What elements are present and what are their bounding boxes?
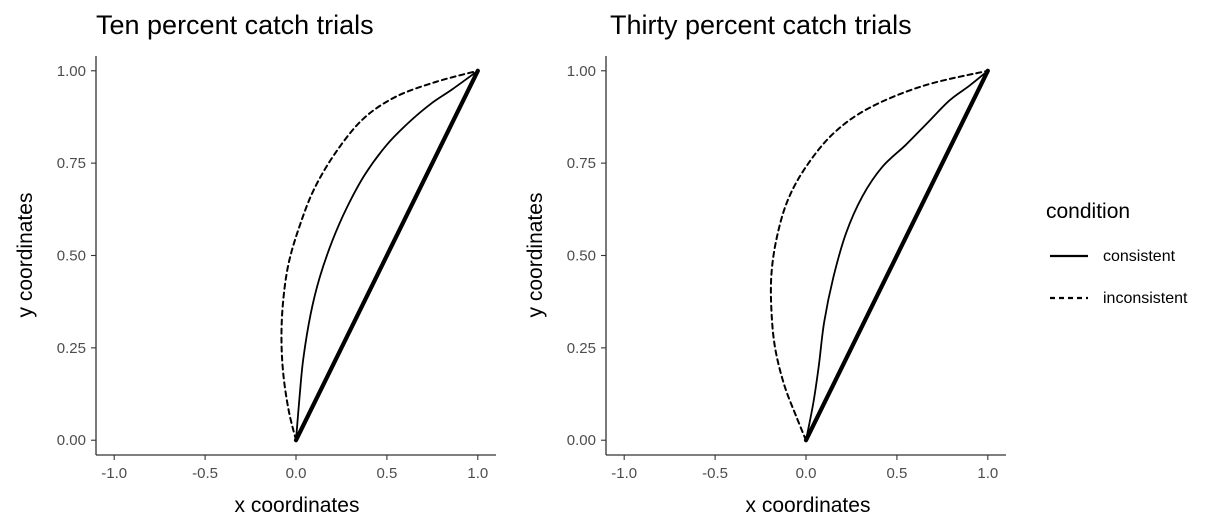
legend: condition consistent inconsistent	[1046, 200, 1188, 307]
legend-label-inconsistent: inconsistent	[1103, 290, 1188, 307]
series-group	[769, 68, 990, 443]
series-line-consistent	[295, 69, 479, 442]
x-tick-label: 0.5	[886, 465, 907, 482]
ticks: -1.0 -0.5 0.0 0.5 1.0 0.00 0.25 0.50 0.75 1.00	[567, 56, 1006, 482]
y-tick-label: 0.50	[567, 248, 596, 265]
y-axis-label: y coordinates	[14, 193, 37, 318]
x-tick-label: 0.5	[376, 465, 397, 482]
y-tick-label: 0.00	[567, 432, 596, 449]
legend-title: condition	[1046, 200, 1130, 223]
x-tick-label: 1.0	[467, 465, 488, 482]
x-axis-label: x coordinates	[746, 494, 871, 517]
panel-ten-percent: Ten percent catch trials x coordinates y…	[14, 10, 496, 517]
x-tick-label: -1.0	[611, 465, 637, 482]
x-tick-label: -0.5	[192, 465, 218, 482]
legend-label-consistent: consistent	[1103, 248, 1176, 265]
panel-thirty-percent: Thirty percent catch trials x coordinate…	[524, 10, 1006, 517]
x-axis-label: x coordinates	[235, 494, 360, 517]
x-tick-label: 0.0	[286, 465, 307, 482]
panel-title: Ten percent catch trials	[96, 10, 374, 40]
x-tick-label: 1.0	[977, 465, 998, 482]
x-tick-label: 0.0	[796, 465, 817, 482]
series-line-inconsistent	[280, 69, 479, 442]
panel-title: Thirty percent catch trials	[610, 10, 912, 40]
series-line-inconsistent	[769, 69, 989, 442]
y-tick-label: 0.25	[567, 340, 596, 357]
x-tick-label: -1.0	[101, 465, 127, 482]
y-tick-label: 0.00	[57, 432, 86, 449]
y-tick-label: 0.75	[567, 155, 596, 172]
y-tick-label: 0.25	[57, 340, 86, 357]
y-axis-label: y coordinates	[524, 193, 547, 318]
ticks: -1.0 -0.5 0.0 0.5 1.0 0.00 0.25 0.50 0.75 1.00	[57, 56, 496, 482]
y-tick-label: 1.00	[567, 63, 596, 80]
series-line-diagonal	[293, 68, 480, 443]
x-tick-label: -0.5	[702, 465, 728, 482]
series-line-diagonal	[803, 68, 990, 443]
y-tick-label: 0.50	[57, 248, 86, 265]
series-line-consistent	[805, 69, 989, 442]
y-tick-label: 1.00	[57, 63, 86, 80]
y-tick-label: 0.75	[57, 155, 86, 172]
series-group	[280, 68, 480, 443]
